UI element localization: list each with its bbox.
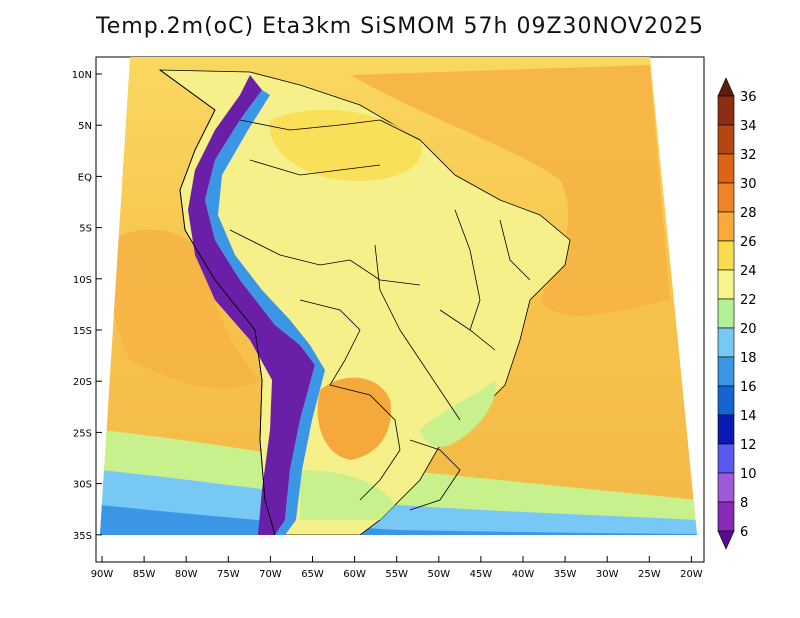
map-field	[100, 57, 697, 535]
colorbar-segment	[717, 211, 735, 242]
coastline	[159, 69, 276, 535]
map-title: Temp.2m(oC) Eta3km SiSMOM 57h 09Z30NOV20…	[96, 14, 704, 39]
latitude-axis: 10N 5N EQ 5S 10S 15S 20S 25S 30S 35S	[72, 70, 102, 542]
lon-tick-label: 90W	[91, 569, 114, 580]
south-blue-band	[100, 505, 697, 535]
colorbar-label: 26	[740, 235, 757, 250]
colorbar-label: 12	[740, 438, 757, 453]
colorbar-label: 8	[740, 496, 748, 511]
lon-tick-label: 30W	[596, 569, 619, 580]
colorbar-label: 24	[740, 264, 757, 279]
lat-tick-label: 30S	[73, 480, 92, 491]
colorbar-label: 20	[740, 322, 757, 337]
colorbar-segment	[717, 472, 735, 503]
colorbar-segment	[717, 414, 735, 445]
colorbar-segment	[717, 182, 735, 213]
south-land-green	[300, 470, 395, 520]
lon-tick-label: 55W	[385, 569, 408, 580]
lon-tick-label: 25W	[638, 569, 661, 580]
lon-tick-label: 40W	[512, 569, 535, 580]
colorbar-segment	[717, 153, 735, 184]
colorbar-label: 32	[740, 148, 757, 163]
colorbar-label: 36	[740, 90, 757, 105]
lon-tick-label: 65W	[301, 569, 324, 580]
lon-tick-label: 60W	[343, 569, 366, 580]
lon-tick-label: 85W	[133, 569, 156, 580]
lat-tick-label: 20S	[73, 377, 92, 388]
lat-tick-label: 10N	[72, 70, 92, 81]
colorbar-segment	[717, 269, 735, 300]
country-borders	[229, 119, 531, 511]
colorbar-label: 18	[740, 351, 757, 366]
colorbar-label: 30	[740, 177, 757, 192]
pacific-warm-patch	[109, 229, 260, 389]
colorbar-segment	[717, 327, 735, 358]
colorbar-segment	[717, 501, 735, 532]
north-brazil-warm-area	[269, 109, 422, 181]
longitude-axis: 90W 85W 80W 75W 70W 65W 60W 55W 50W 45W 40W 35W 30W 2…	[91, 556, 703, 580]
lon-tick-label: 75W	[217, 569, 240, 580]
lat-tick-label: 5S	[79, 224, 92, 235]
lon-tick-label: 70W	[259, 569, 282, 580]
colorbar-segment	[717, 95, 735, 126]
atlantic-warm-band	[350, 65, 670, 316]
colorbar-segment	[717, 240, 735, 271]
colorbar-segment	[717, 298, 735, 329]
colorbar-segment	[717, 443, 735, 474]
colorbar-label: 22	[740, 293, 757, 308]
chaco-warm-area	[317, 377, 391, 460]
colorbar-label: 16	[740, 380, 757, 395]
andes-cold-ridge	[188, 75, 315, 535]
colorbar-label: 28	[740, 206, 757, 221]
lat-tick-label: 15S	[73, 326, 92, 337]
lat-tick-label: 35S	[73, 531, 92, 542]
colorbar-segment	[717, 124, 735, 155]
lon-tick-label: 50W	[427, 569, 450, 580]
colorbar-top-arrow	[717, 77, 735, 97]
south-lightblue-band	[100, 470, 697, 535]
colorbar-label: 10	[740, 467, 757, 482]
lat-tick-label: EQ	[78, 172, 92, 183]
lon-tick-label: 45W	[470, 569, 493, 580]
colorbar-label: 6	[740, 525, 748, 540]
colorbar-bottom-arrow	[717, 530, 735, 550]
lon-tick-label: 35W	[554, 569, 577, 580]
lon-tick-label: 20W	[680, 569, 703, 580]
colorbar-segment	[717, 385, 735, 416]
lat-tick-label: 10S	[73, 275, 92, 286]
lat-tick-label: 25S	[73, 428, 92, 439]
lat-tick-label: 5N	[78, 121, 92, 132]
southeast-brazil-cool	[420, 380, 496, 447]
colorbar-segment	[717, 356, 735, 387]
colorbar-label: 14	[740, 409, 757, 424]
lon-tick-label: 80W	[175, 569, 198, 580]
colorbar-label: 34	[740, 119, 757, 134]
colorbar: 36 34 32 30 28 26 24 22 20 18 16 14 12 10 8 6	[717, 77, 757, 550]
